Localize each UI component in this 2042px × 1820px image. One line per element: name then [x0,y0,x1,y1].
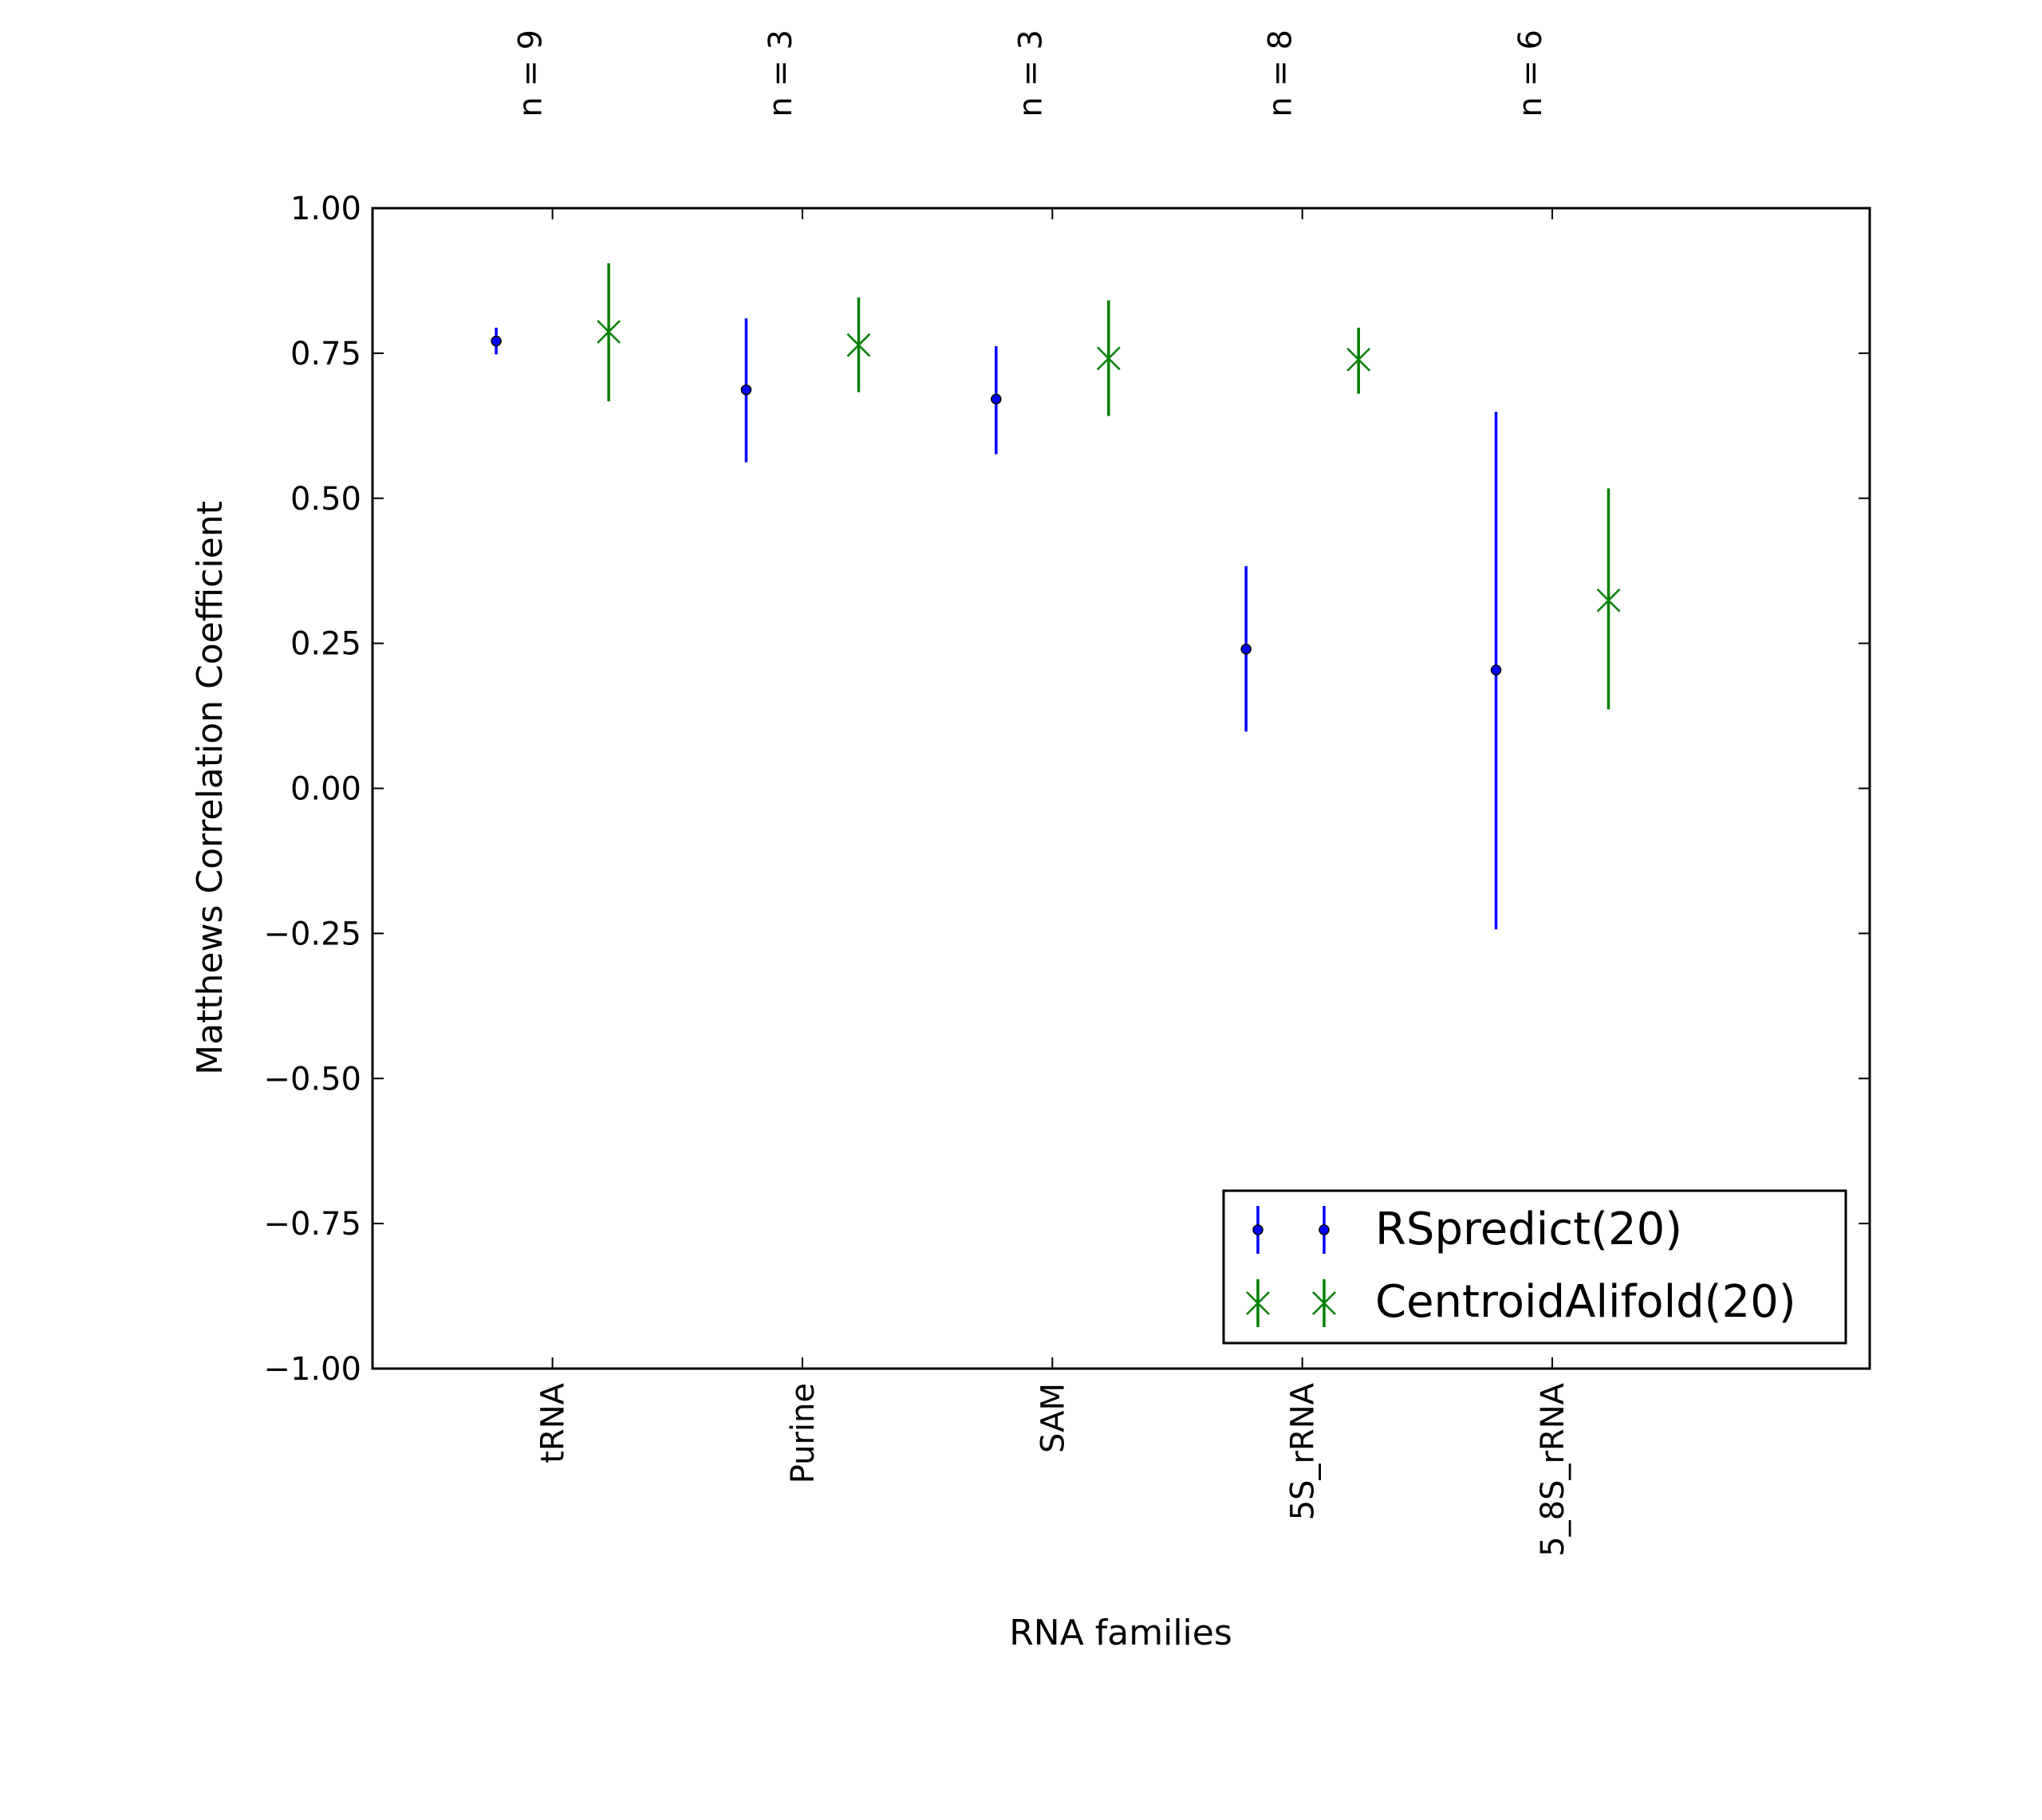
data-point [846,333,871,357]
data-point [991,393,1002,405]
n-label: n = 9 [513,30,550,117]
data-point [1096,346,1121,371]
data-point [491,335,502,347]
legend-marker [1252,1224,1263,1235]
y-tick-label: 0.50 [290,481,361,518]
plot-frame [371,207,1871,1370]
data-point [1490,664,1502,676]
legend-marker [1319,1224,1330,1235]
legend-label-rspredict: RSpredict(20) [1375,1203,1682,1255]
n-label: n = 3 [1012,30,1049,117]
legend-box [1222,1189,1847,1345]
y-tick-label: −1.00 [263,1351,361,1388]
legend: RSpredict(20) CentroidAlifold(20) [1222,1189,1847,1345]
x-tick-label: 5S_rRNA [1285,1382,1322,1520]
data-point [1346,347,1371,372]
legend-marker [1246,1291,1270,1315]
x-axis-label: RNA families [1009,1613,1232,1653]
y-tick-label: −0.25 [263,916,361,952]
x-tick-label: 5_8S_rRNA [1535,1382,1571,1556]
y-tick-label: 1.00 [290,191,361,227]
y-axis-label: Matthews Correlation Coefficient [190,501,231,1075]
y-tick-label: 0.75 [290,336,361,372]
y-tick-label: 0.25 [290,626,361,663]
y-tick-label: 0.00 [290,771,361,808]
legend-marker [1312,1291,1336,1315]
data-point [740,384,752,396]
n-label: n = 3 [763,30,799,117]
n-label: n = 8 [1263,30,1299,117]
x-tick-label: tRNA [535,1382,572,1463]
y-tick-label: −0.75 [263,1206,361,1243]
n-label: n = 6 [1512,30,1549,117]
x-tick-label: Purine [785,1383,822,1483]
legend-label-centroidalifold: CentroidAlifold(20) [1375,1276,1796,1328]
y-tick-label: −0.50 [263,1061,361,1097]
x-tick-label: SAM [1035,1383,1071,1453]
data-point [1240,644,1252,655]
data-point [597,320,621,344]
plot-area [373,208,1870,1369]
data-point [1596,588,1621,613]
